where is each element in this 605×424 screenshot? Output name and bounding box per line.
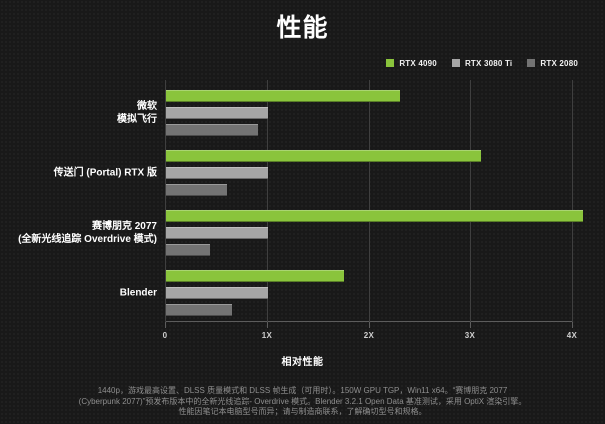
- x-axis-line: [165, 321, 572, 322]
- bar-rtx-4090-category-2: [166, 150, 481, 162]
- bar-rtx-3080-ti-category-4: [166, 287, 268, 299]
- legend-label: RTX 2080: [540, 58, 578, 68]
- gridline-4X: [572, 80, 573, 322]
- legend-swatch-icon: [527, 59, 536, 67]
- tick-mark-3X: [470, 322, 471, 328]
- x-tick-label-3X: 3X: [464, 331, 476, 340]
- x-tick-label-1X: 1X: [261, 331, 273, 340]
- chart-legend: RTX 4090 RTX 3080 Ti RTX 2080: [386, 57, 578, 69]
- footnote-line-2: (Cyberpunk 2077)”预发布版本中的全新光线追踪- Overdriv…: [78, 396, 527, 406]
- legend-item-rtx-2080: RTX 2080: [527, 59, 578, 68]
- x-tick-label-0: 0: [162, 331, 168, 340]
- gridline-0: [165, 80, 166, 322]
- x-tick-label-4X: 4X: [566, 331, 578, 340]
- bar-rtx-4090-category-1: [166, 90, 400, 102]
- gridline-1X: [267, 80, 268, 322]
- bar-rtx-3080-ti-category-1: [166, 107, 268, 119]
- gridline-2X: [369, 80, 370, 322]
- bar-rtx-3080-ti-category-3: [166, 227, 268, 239]
- category-label-3: 赛博朋克 2077 (全新光线追踪 Overdrive 模式): [18, 221, 157, 245]
- tick-mark-1X: [267, 322, 268, 328]
- category-label-1: 微软 模拟飞行: [117, 101, 157, 125]
- footnote-line-3: 性能因笔记本电脑型号而异；请与制造商联系，了解确切型号和规格。: [178, 407, 427, 416]
- category-label-4: Blender: [119, 287, 157, 299]
- legend-label: RTX 4090: [399, 58, 437, 68]
- legend-item-rtx-3080-ti: RTX 3080 Ti: [451, 58, 513, 68]
- chart-title: 性能: [276, 14, 329, 42]
- x-axis-title: 相对性能: [281, 357, 324, 368]
- bar-rtx-2080-category-1: [166, 124, 258, 136]
- bar-rtx-3080-ti-category-2: [166, 167, 268, 179]
- tick-mark-2X: [369, 322, 370, 328]
- plot-area: [165, 80, 583, 328]
- legend-swatch-icon: [451, 59, 460, 67]
- bar-rtx-2080-category-3: [166, 244, 210, 256]
- bar-rtx-4090-category-3: [166, 210, 583, 222]
- x-tick-label-2X: 2X: [363, 331, 375, 340]
- tick-mark-0: [165, 322, 166, 328]
- legend-label: RTX 3080 Ti: [464, 58, 513, 68]
- tick-mark-4X: [572, 322, 573, 328]
- footnote: 1440p，游戏最高设置、DLSS 质量模式和 DLSS 帧生成（可用时）。15…: [0, 386, 605, 418]
- category-label-2: 传送门 (Portal) RTX 版: [53, 167, 157, 179]
- gridline-3X: [470, 80, 471, 322]
- legend-item-rtx-4090: RTX 4090: [386, 59, 437, 68]
- bar-rtx-4090-category-4: [166, 270, 344, 282]
- footnote-line-1: 1440p，游戏最高设置、DLSS 质量模式和 DLSS 帧生成（可用时）。15…: [97, 386, 508, 395]
- x-axis-tick-labels: 0 1X 2X 3X 4X: [0, 331, 605, 343]
- category-labels: 微软 模拟飞行传送门 (Portal) RTX 版赛博朋克 2077 (全新光线追踪…: [0, 80, 157, 322]
- bar-rtx-2080-category-4: [166, 304, 232, 316]
- legend-swatch-icon: [386, 59, 395, 67]
- bar-rtx-2080-category-2: [166, 184, 227, 196]
